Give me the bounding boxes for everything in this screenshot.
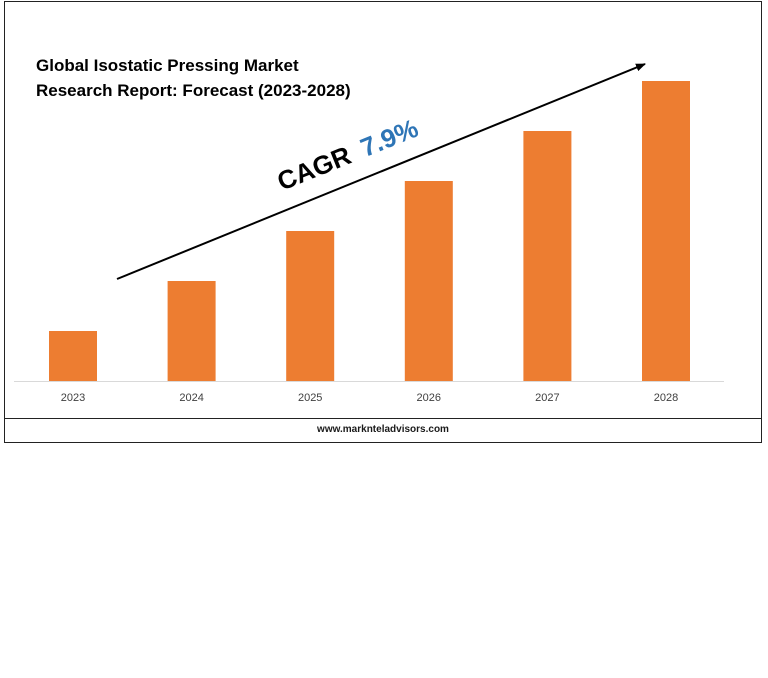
x-tick-label-2026: 2026 (417, 392, 441, 404)
chart-frame (4, 1, 762, 443)
x-tick-label-2025: 2025 (298, 392, 322, 404)
chart-title: Global Isostatic Pressing Market Researc… (36, 53, 351, 103)
x-tick-labels: 2023 2024 2025 2026 2027 2028 (61, 392, 678, 404)
x-tick-label-2028: 2028 (654, 392, 678, 404)
x-tick-label-2027: 2027 (535, 392, 559, 404)
chart-title-line-1: Global Isostatic Pressing Market (36, 56, 299, 75)
chart-title-line-2: Research Report: Forecast (2023-2028) (36, 81, 351, 100)
cagr-trend-arrow (116, 63, 646, 280)
x-tick-label-2024: 2024 (179, 392, 203, 404)
bar-2028 (642, 81, 690, 381)
bars-group (49, 81, 690, 381)
bar-2024 (167, 281, 216, 381)
bar-2026 (404, 181, 453, 381)
footer-divider (4, 418, 762, 419)
footer-website: www.marknteladvisors.com (317, 424, 449, 435)
bar-2023 (49, 331, 97, 381)
bar-2025 (286, 231, 335, 381)
x-tick-label-2023: 2023 (61, 392, 85, 404)
bar-chart: 2023 2024 2025 2026 2027 2028 CAGR 7.9% (14, 63, 724, 404)
cagr-annotation: CAGR 7.9% (273, 113, 422, 197)
bar-2027 (523, 131, 572, 381)
cagr-value: 7.9% (356, 113, 422, 163)
